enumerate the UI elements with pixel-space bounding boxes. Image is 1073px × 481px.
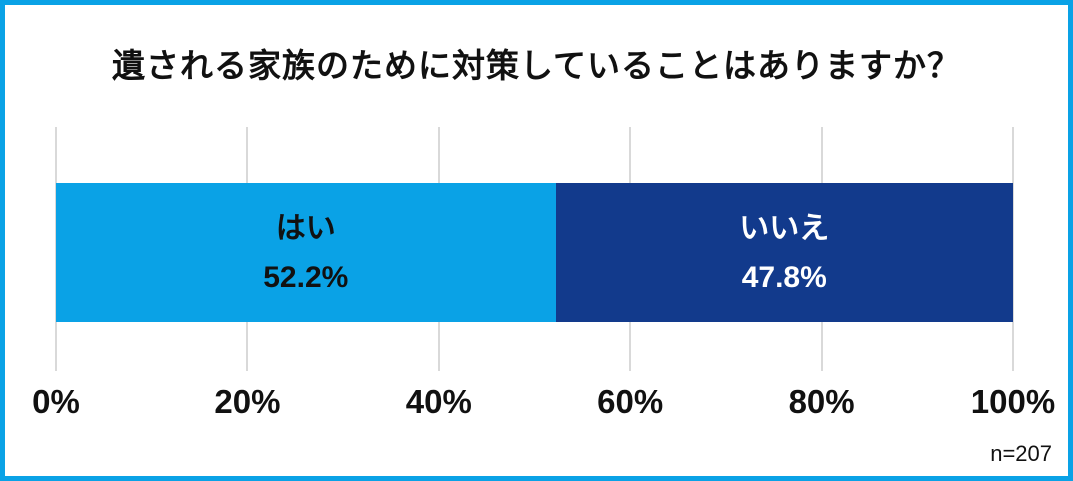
gridline — [1012, 127, 1014, 371]
bar-segment-yes-label: はい — [275, 211, 336, 245]
bar-segment-no-value: 47.8% — [741, 260, 827, 294]
bar-segment-no-label: いいえ — [739, 211, 830, 245]
stacked-bar: はい 52.2% いいえ 47.8% — [56, 183, 1013, 322]
x-axis-tick-label: 80% — [788, 383, 855, 420]
bar-segment-no: いいえ 47.8% — [555, 183, 1013, 322]
x-axis-tick-label: 0% — [32, 383, 80, 420]
chart-title: 遺される家族のために対策していることはありますか？ — [111, 47, 961, 84]
x-axis-tick-label: 40% — [405, 383, 472, 420]
x-axis-tick-label: 20% — [214, 383, 281, 420]
bar-segment-yes-value: 52.2% — [263, 260, 349, 294]
x-axis-tick-label: 60% — [597, 383, 664, 420]
x-axis-tick-label: 100% — [970, 383, 1056, 420]
plot-area: はい 52.2% いいえ 47.8% 0% 20% 40% 60% 80% 100% — [32, 127, 1055, 420]
sample-size-note: n=207 — [990, 441, 1052, 466]
bar-segment-yes: はい 52.2% — [56, 183, 556, 322]
